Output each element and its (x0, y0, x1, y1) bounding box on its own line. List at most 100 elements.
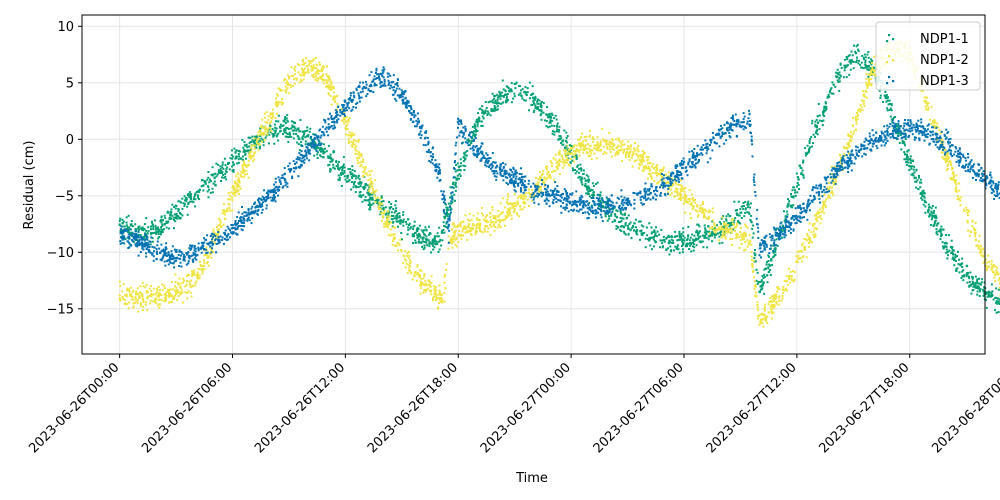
data-point (747, 243, 750, 246)
data-point (147, 295, 150, 298)
data-point (954, 260, 957, 262)
data-point (506, 198, 509, 201)
data-point (464, 165, 467, 168)
data-point (595, 183, 598, 185)
data-point (724, 237, 727, 240)
data-point (574, 152, 577, 155)
data-point (309, 142, 312, 145)
data-point (184, 197, 187, 200)
data-point (366, 191, 369, 194)
data-point (463, 169, 466, 171)
data-point (781, 295, 784, 297)
data-point (867, 75, 870, 78)
data-point (702, 211, 705, 214)
data-point (903, 151, 906, 154)
data-point (281, 125, 284, 128)
data-point (847, 55, 850, 57)
data-point (870, 71, 873, 74)
data-point (468, 212, 471, 215)
data-point (919, 178, 922, 181)
data-point (602, 201, 605, 204)
data-point (987, 292, 990, 295)
data-point (728, 224, 731, 227)
data-point (830, 165, 833, 168)
data-point (682, 231, 685, 234)
data-point (482, 112, 485, 115)
data-point (782, 224, 785, 227)
data-point (399, 238, 402, 241)
data-point (969, 271, 972, 274)
data-point (721, 241, 724, 244)
data-point (738, 221, 741, 224)
data-point (503, 206, 506, 209)
data-point (955, 179, 958, 182)
data-point (449, 241, 452, 244)
data-point (639, 164, 641, 167)
data-point (249, 151, 252, 154)
data-point (796, 191, 799, 194)
data-point (474, 130, 477, 133)
data-point (963, 274, 966, 277)
data-point (762, 318, 765, 321)
data-point (935, 224, 938, 227)
data-point (979, 290, 981, 293)
data-point (769, 305, 772, 308)
data-point (134, 223, 137, 226)
data-point (918, 174, 920, 177)
data-point (510, 82, 513, 85)
data-point (993, 276, 996, 279)
data-point (793, 280, 795, 283)
data-point (462, 234, 465, 237)
data-point (786, 280, 789, 283)
data-point (901, 140, 904, 143)
data-point (924, 205, 927, 208)
data-point (667, 171, 670, 174)
data-point (342, 163, 345, 166)
data-point (774, 229, 777, 231)
data-point (338, 179, 341, 182)
data-point (409, 265, 412, 268)
data-point (327, 164, 330, 167)
data-point (674, 245, 677, 248)
data-point (615, 225, 618, 228)
data-point (582, 145, 585, 148)
data-point (713, 236, 716, 239)
data-point (490, 108, 493, 110)
data-point (814, 124, 817, 127)
data-point (194, 194, 196, 197)
data-point (795, 172, 798, 175)
data-point (317, 147, 320, 149)
data-point (593, 146, 596, 149)
data-point (546, 113, 548, 116)
data-point (592, 191, 595, 194)
data-point (336, 95, 339, 97)
data-point (152, 300, 155, 303)
data-point (767, 266, 770, 269)
data-point (312, 58, 315, 61)
data-point (753, 252, 756, 255)
data-point (397, 249, 400, 252)
data-point (223, 176, 226, 179)
data-point (347, 174, 350, 177)
data-point (890, 103, 893, 105)
data-point (180, 289, 183, 292)
data-point (720, 225, 723, 228)
data-point (702, 203, 705, 205)
data-point (341, 169, 344, 171)
data-point (409, 226, 412, 229)
data-point (767, 263, 770, 266)
data-point (532, 100, 535, 103)
data-point (132, 298, 135, 301)
data-point (580, 136, 582, 139)
data-point (648, 236, 651, 239)
data-point (976, 281, 979, 284)
data-point (454, 184, 457, 186)
data-point (892, 127, 895, 130)
data-point (825, 198, 828, 201)
data-point (466, 139, 469, 142)
data-point (130, 220, 133, 222)
data-point (949, 245, 952, 248)
data-point (681, 240, 684, 243)
data-point (405, 220, 407, 223)
data-point (750, 220, 753, 223)
